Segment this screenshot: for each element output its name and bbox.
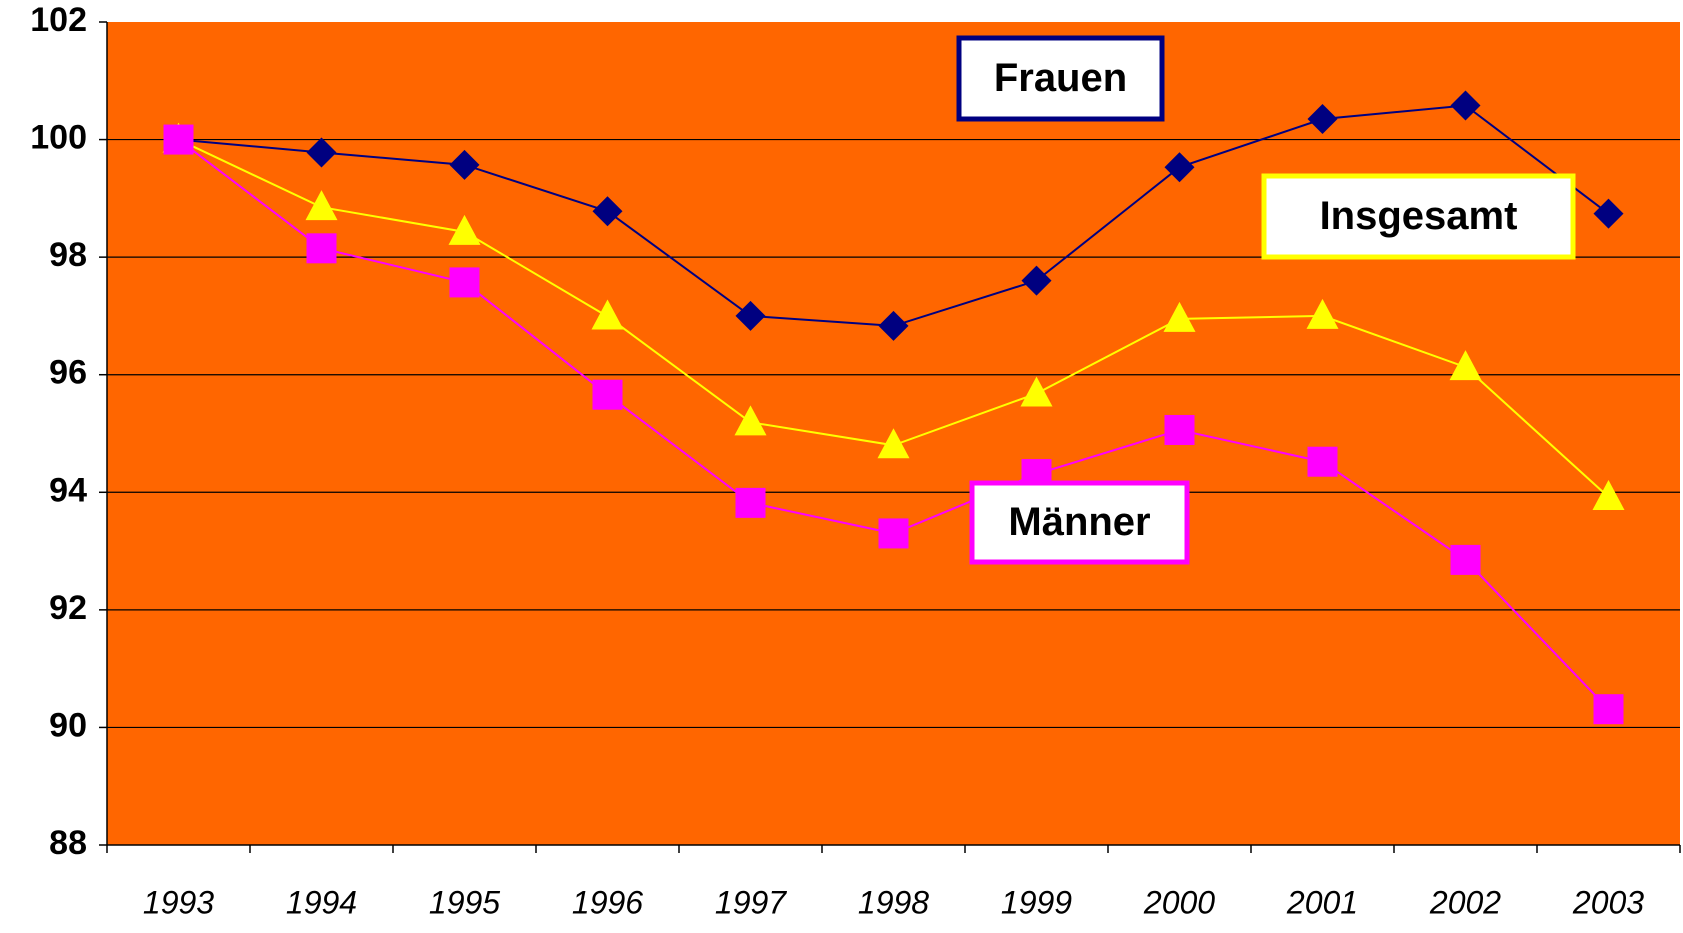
series-label: Insgesamt (1320, 194, 1518, 238)
marker (306, 233, 337, 264)
series-label: Frauen (994, 56, 1127, 100)
marker (448, 214, 481, 245)
x-tick-label: 1994 (286, 884, 357, 920)
series-label-box (969, 480, 1190, 565)
marker (735, 487, 766, 518)
x-tick-label: 2001 (1286, 884, 1358, 920)
marker (1449, 350, 1482, 381)
marker (1307, 103, 1338, 134)
marker (1164, 152, 1195, 183)
marker (1593, 694, 1624, 725)
x-tick-label: 2000 (1143, 884, 1215, 920)
marker (878, 518, 909, 549)
marker (877, 428, 910, 459)
marker (1306, 298, 1339, 329)
y-tick-label: 96 (49, 354, 87, 392)
marker (1593, 198, 1624, 229)
x-tick-label: 2002 (1429, 884, 1501, 920)
marker (1450, 90, 1481, 121)
marker (305, 190, 338, 221)
marker (592, 379, 623, 410)
marker (449, 149, 480, 180)
marker (1020, 376, 1053, 407)
y-tick-label: 92 (49, 589, 87, 627)
x-tick-label: 1996 (572, 884, 643, 920)
y-tick-label: 90 (49, 706, 87, 744)
marker (1592, 479, 1625, 510)
x-tick-label: 1995 (429, 884, 500, 920)
series-label-box (1261, 173, 1576, 260)
marker (591, 299, 624, 330)
marker (1450, 544, 1481, 575)
marker (163, 124, 194, 155)
marker (1307, 446, 1338, 477)
x-tick-label: 2003 (1572, 884, 1644, 920)
marker (1021, 265, 1052, 296)
series-label-box (956, 35, 1165, 122)
marker (306, 137, 337, 168)
marker (734, 405, 767, 436)
marker (1163, 301, 1196, 332)
y-tick-label: 100 (30, 119, 87, 157)
y-tick-label: 88 (49, 824, 87, 862)
y-tick-label: 102 (30, 1, 87, 39)
x-tick-label: 1999 (1001, 884, 1072, 920)
x-tick-label: 1993 (143, 884, 214, 920)
marker (878, 310, 909, 341)
x-tick-label: 1998 (858, 884, 929, 920)
marker (1164, 414, 1195, 445)
y-tick-label: 98 (49, 236, 87, 274)
x-tick-label: 1997 (715, 884, 787, 920)
marker (449, 267, 480, 298)
marker (592, 196, 623, 227)
marker (735, 300, 766, 331)
series-label: Männer (1008, 500, 1150, 544)
y-tick-label: 94 (49, 471, 87, 509)
